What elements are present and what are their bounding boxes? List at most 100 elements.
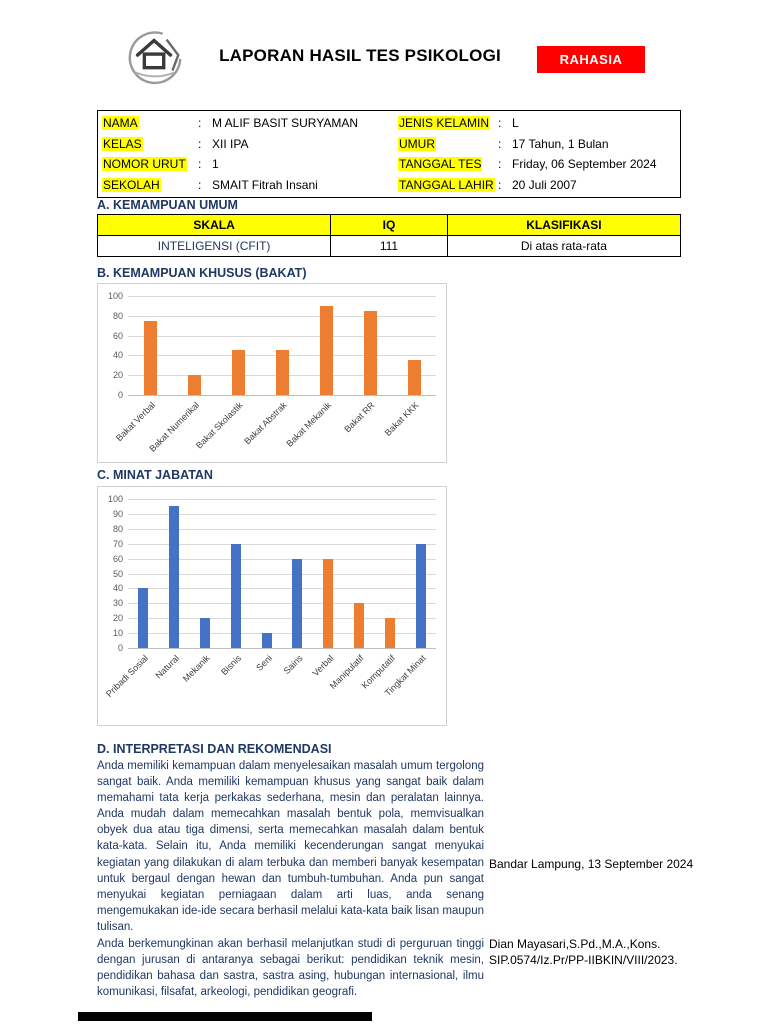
bar-pribadi-sosial bbox=[138, 588, 149, 648]
x-tick: Sains bbox=[281, 649, 313, 723]
plot-area bbox=[128, 499, 436, 649]
iq-table-header-row: SKALA IQ KLASIFIKASI bbox=[96, 214, 682, 236]
y-tick-label: 80 bbox=[112, 523, 123, 534]
bar-column bbox=[190, 499, 221, 648]
x-axis: Bakat Verbal Bakat Numerikal Bakat Skolast… bbox=[114, 396, 436, 460]
gridline bbox=[128, 513, 436, 515]
column-header: SKALA bbox=[96, 214, 332, 236]
bar-sains bbox=[292, 558, 303, 648]
bar-mekanik bbox=[199, 618, 210, 648]
footer-bar bbox=[78, 1012, 372, 1021]
section-a-title: A. KEMAMPUAN UMUM bbox=[97, 198, 238, 212]
field-label: JENIS KELAMIN bbox=[398, 116, 491, 131]
bar-natural bbox=[169, 506, 180, 648]
x-tick-label: Bisnis bbox=[218, 653, 243, 678]
bar-column bbox=[392, 296, 436, 395]
column-header: IQ bbox=[330, 214, 448, 236]
signer-block: Dian Mayasari,S.Pd.,M.A.,Kons. SIP.0574/… bbox=[489, 936, 678, 968]
minat-bar-chart: 0 10 20 30 40 50 60 70 80 90 100 Pribadi Sosial Nat… bbox=[97, 486, 447, 726]
classification-cell: Di atas rata-rata bbox=[446, 235, 682, 257]
bar-seni bbox=[261, 633, 272, 648]
scale-cell: INTELIGENSI (CFIT) bbox=[96, 235, 332, 257]
y-tick-label: 50 bbox=[112, 568, 123, 579]
x-tick-label: Seni bbox=[253, 653, 274, 673]
bakat-bar-chart: 0 20 40 60 80 100 Bakat Verbal Bakat Numerikal… bbox=[97, 283, 447, 463]
signer-name: Dian Mayasari,S.Pd.,M.A.,Kons. bbox=[489, 937, 661, 951]
interpretation-paragraph: Anda memiliki kemampuan dalam menyelesai… bbox=[97, 760, 484, 933]
separator: : bbox=[198, 177, 202, 192]
section-c-title: C. MINAT JABATAN bbox=[97, 468, 213, 482]
signer-license: SIP.0574/Iz.Pr/PP-IIBKIN/VIII/2023. bbox=[489, 953, 678, 968]
x-tick: Mekanik bbox=[181, 649, 221, 723]
y-axis: 0 20 40 60 80 100 bbox=[102, 291, 128, 400]
gridline bbox=[128, 499, 436, 500]
bar-column bbox=[348, 296, 392, 395]
iq-table-data-row: INTELIGENSI (CFIT) 111 Di atas rata-rata bbox=[96, 235, 682, 257]
bar-column bbox=[405, 499, 436, 648]
bar-column bbox=[313, 499, 344, 648]
x-tick-label: Bakat Verbal bbox=[113, 400, 158, 444]
identity-row: SEKOLAH : SMAIT Fitrah Insani TANGGAL LA… bbox=[98, 175, 680, 196]
field-value: L bbox=[512, 116, 519, 131]
bar-bakat-skolastik bbox=[231, 350, 245, 395]
y-tick-label: 60 bbox=[112, 553, 123, 564]
x-tick: Natural bbox=[154, 649, 190, 723]
bar-column bbox=[216, 296, 260, 395]
field-value: 17 Tahun, 1 Bulan bbox=[512, 136, 609, 151]
field-value: 20 Juli 2007 bbox=[512, 177, 577, 192]
section-d-title: D. INTERPRETASI DAN REKOMENDASI bbox=[97, 742, 332, 756]
gridline bbox=[128, 543, 436, 545]
field-value: 1 bbox=[212, 157, 219, 172]
bar-tingkat-minat bbox=[415, 543, 426, 648]
field-label: TANGGAL TES bbox=[398, 157, 483, 172]
gridline bbox=[128, 603, 436, 605]
bar-column bbox=[159, 499, 190, 648]
bar-bakat-verbal bbox=[143, 320, 157, 395]
y-tick-label: 20 bbox=[112, 613, 123, 624]
bar-column bbox=[220, 499, 251, 648]
x-tick-label: Bakat RR bbox=[342, 400, 378, 435]
plot-area bbox=[128, 296, 436, 396]
y-tick-label: 40 bbox=[112, 583, 123, 594]
y-tick-label: 100 bbox=[107, 494, 123, 504]
y-tick-label: 20 bbox=[112, 370, 123, 381]
gridline bbox=[128, 528, 436, 530]
x-axis: Pribadi Sosial Natural Mekanik Bisnis Seni Sa… bbox=[104, 649, 436, 723]
separator: : bbox=[198, 157, 202, 172]
separator: : bbox=[198, 136, 202, 151]
field-label: SEKOLAH bbox=[102, 177, 161, 192]
bar-column bbox=[282, 499, 313, 648]
gridline bbox=[128, 315, 436, 317]
field-label: NAMA bbox=[102, 116, 139, 131]
separator: : bbox=[198, 116, 202, 131]
y-tick-label: 30 bbox=[112, 598, 123, 609]
section-b-title: B. KEMAMPUAN KHUSUS (BAKAT) bbox=[97, 266, 307, 280]
bar-column bbox=[374, 499, 405, 648]
place-date: Bandar Lampung, 13 September 2024 bbox=[489, 857, 694, 871]
identity-table: NAMA : M ALIF BASIT SURYAMAN JENIS KELAM… bbox=[97, 110, 681, 198]
bar-bakat-abstrak bbox=[275, 350, 289, 395]
separator: : bbox=[498, 157, 502, 172]
y-tick-label: 0 bbox=[117, 643, 123, 653]
bar-bisnis bbox=[230, 543, 241, 648]
bar-column bbox=[172, 296, 216, 395]
bar-column bbox=[128, 296, 172, 395]
y-tick-label: 100 bbox=[107, 291, 123, 301]
institution-logo bbox=[124, 26, 186, 88]
identity-row: NAMA : M ALIF BASIT SURYAMAN JENIS KELAM… bbox=[98, 113, 680, 134]
x-tick: Seni bbox=[251, 649, 282, 723]
separator: : bbox=[498, 136, 502, 151]
report-title: LAPORAN HASIL TES PSIKOLOGI bbox=[219, 46, 501, 65]
y-tick-label: 0 bbox=[117, 390, 123, 400]
gridline bbox=[128, 618, 436, 620]
bar-bakat-kkk bbox=[407, 360, 421, 395]
bar-bakat-rr bbox=[363, 310, 377, 395]
field-value: XII IPA bbox=[212, 136, 249, 151]
iq-table: SKALA IQ KLASIFIKASI INTELIGENSI (CFIT) … bbox=[96, 214, 682, 257]
iq-cell: 111 bbox=[330, 235, 448, 257]
x-tick: Bakat KKK bbox=[383, 396, 436, 460]
y-tick-label: 10 bbox=[112, 628, 123, 639]
recommendation-paragraph: Anda berkemungkinan akan berhasil melanj… bbox=[97, 938, 484, 999]
field-label: UMUR bbox=[398, 136, 436, 151]
